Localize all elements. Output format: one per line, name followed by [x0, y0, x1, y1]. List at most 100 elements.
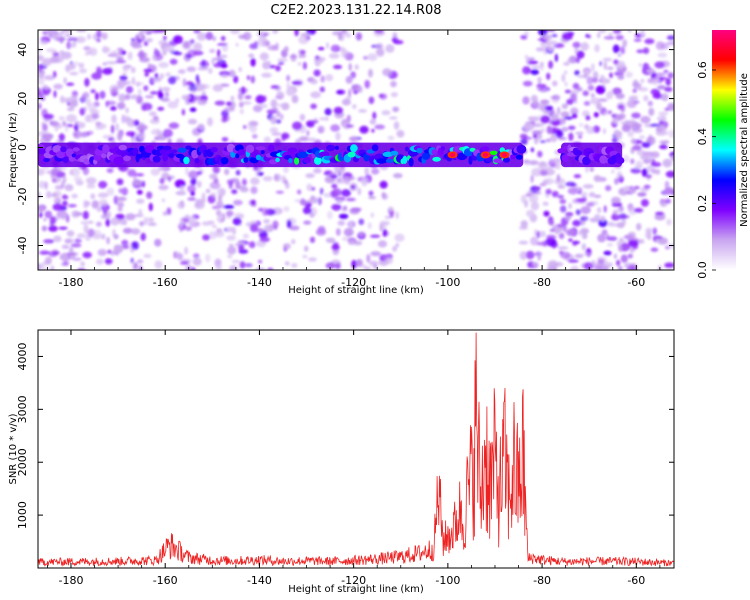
signal-band-blob [152, 155, 161, 163]
spectrogram-noise-blob [581, 232, 588, 240]
signal-band-blob [71, 153, 77, 158]
spectrogram-noise-blob [568, 202, 572, 210]
spectrogram-noise-blob [552, 157, 561, 165]
spectrogram-noise-blob [192, 89, 197, 94]
spectrogram-noise-blob [568, 259, 579, 263]
spectrogram-noise-blob [61, 30, 72, 33]
spectrogram-noise-blob [66, 41, 71, 50]
spectrogram-noise-blob [660, 42, 669, 50]
spectrogram-noise-blob [581, 243, 587, 251]
spectrogram-noise-blob [561, 126, 569, 132]
spectrogram-noise-blob [626, 100, 637, 108]
spectrogram-noise-blob [143, 217, 149, 225]
spectrogram-noise-blob [162, 86, 171, 92]
spectrogram-noise-blob [628, 240, 639, 247]
spectrogram-noise-blob [600, 74, 605, 82]
spectrogram-noise-blob [66, 230, 75, 237]
spectrogram-noise-blob [129, 94, 139, 100]
spectrogram-noise-blob [118, 50, 122, 56]
spectrogram-noise-blob [580, 206, 591, 215]
spectrogram-noise-blob [315, 228, 327, 236]
signal-band-blob [72, 147, 80, 152]
spectrogram-noise-blob [257, 171, 264, 176]
spectrogram-noise-blob [70, 243, 82, 248]
signal-band-blob [582, 156, 591, 166]
spectrogram-noise-blob [326, 42, 329, 49]
spectrogram-x-tick-label: -180 [58, 276, 83, 289]
spectrogram-noise-blob [666, 218, 672, 226]
spectrogram-noise-blob [530, 201, 540, 211]
spectrogram-noise-blob [641, 142, 651, 148]
spectrogram-noise-blob [49, 216, 57, 225]
spectrogram-noise-blob [196, 170, 203, 175]
spectrogram-noise-blob [277, 103, 285, 107]
spectrogram-noise-blob [207, 117, 213, 127]
spectrogram-noise-blob [566, 228, 576, 237]
spectrogram-noise-blob [134, 262, 138, 270]
snr-panel: -180 -160 -140 -120 -100 -80 -60 1000 2000 3000 4… [8, 329, 675, 595]
spectrogram-noise-blob [136, 198, 145, 204]
spectrogram-noise-blob [161, 198, 166, 203]
spectrogram-noise-blob [221, 109, 229, 118]
spectrogram-noise-blob [537, 77, 542, 82]
spectrogram-noise-blob [152, 55, 156, 61]
spectrogram-noise-blob [250, 199, 256, 205]
spectrogram-noise-blob [657, 85, 666, 90]
spectrogram-noise-blob [395, 211, 399, 220]
spectrogram-noise-blob [274, 173, 279, 181]
spectrogram-noise-blob [38, 77, 45, 85]
signal-band-blob [431, 149, 438, 156]
spectrogram-noise-blob [596, 265, 602, 270]
spectrogram-noise-blob [110, 124, 115, 134]
spectrogram-noise-blob [71, 90, 78, 98]
spectrogram-noise-blob [131, 38, 136, 42]
spectrogram-noise-blob [303, 220, 312, 225]
spectrogram-noise-blob [358, 109, 368, 113]
spectrogram-noise-blob [69, 247, 74, 254]
spectrogram-noise-blob [608, 89, 614, 97]
spectrogram-noise-blob [349, 220, 353, 230]
spectrogram-noise-blob [349, 176, 355, 181]
spectrogram-x-label: Height of straight line (km) [288, 285, 424, 296]
spectrogram-noise-blob [67, 37, 78, 42]
spectrogram-noise-blob [76, 233, 86, 239]
spectrogram-noise-blob [246, 75, 250, 81]
spectrogram-noise-blob [387, 135, 395, 141]
signal-band-blob [402, 155, 408, 164]
spectrogram-x-tick-label: -80 [533, 276, 551, 289]
spectrogram-noise-blob [160, 97, 170, 102]
spectrogram-noise-blob [524, 161, 531, 166]
spectrogram-noise-blob [617, 104, 625, 110]
spectrogram-noise-blob [343, 228, 354, 237]
spectrogram-noise-blob [650, 151, 660, 158]
spectrogram-noise-blob [545, 234, 557, 240]
snr-frame [37, 329, 675, 569]
spectrogram-noise-blob [530, 174, 534, 183]
spectrogram-noise-blob [657, 52, 668, 58]
spectrogram-noise-blob [629, 95, 635, 103]
spectrogram-noise-blob [250, 58, 256, 67]
spectrogram-noise-blob [58, 226, 68, 230]
spectrogram-noise-blob [147, 217, 154, 223]
spectrogram-noise-blob [101, 46, 111, 53]
spectrogram-noise-blob [525, 250, 535, 260]
spectrogram-noise-blob [652, 235, 663, 240]
spectrogram-noise-blob [84, 77, 90, 87]
spectrogram-noise-blob [348, 88, 352, 97]
spectrogram-noise-blob [41, 132, 47, 140]
spectrogram-noise-blob [542, 180, 549, 185]
spectrogram-noise-blob [644, 38, 655, 45]
spectrogram-noise-blob [210, 192, 217, 198]
colorbar-tick-label: 0.6 [696, 61, 709, 79]
spectrogram-noise-blob [618, 265, 623, 270]
spectrogram-noise-blob [589, 166, 594, 172]
spectrogram-noise-blob [627, 231, 636, 240]
spectrogram-noise-blob [361, 177, 368, 187]
spectrogram-noise-blob [632, 82, 642, 87]
spectrogram-frame [37, 29, 675, 271]
spectrogram-noise-blob [298, 35, 309, 45]
signal-band-blob [220, 157, 229, 165]
spectrogram-noise-blob [550, 133, 558, 143]
spectrogram-noise-blob [280, 113, 284, 120]
spectrogram-noise-blob [38, 67, 42, 73]
